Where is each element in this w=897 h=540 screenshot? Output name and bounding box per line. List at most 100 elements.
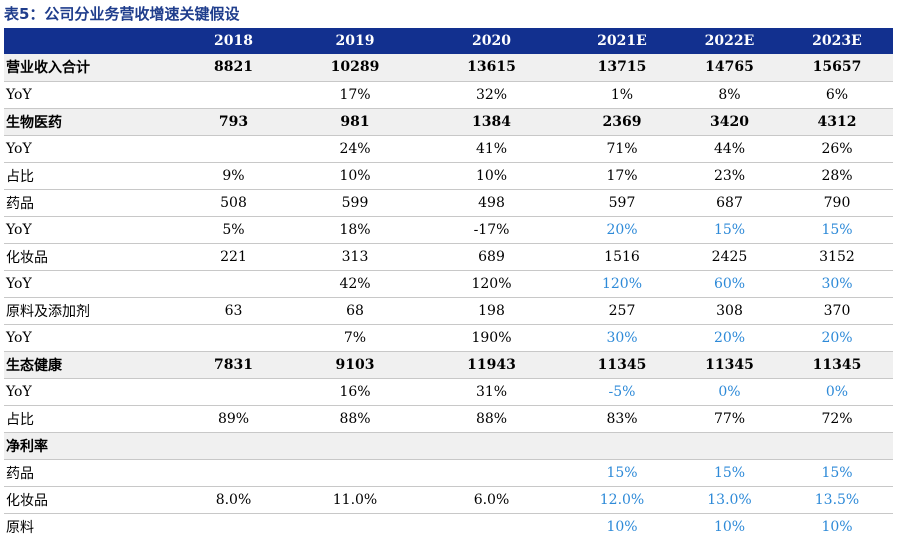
table-cell: 16% (339, 383, 371, 400)
revenue-assumptions-table: 2018 2019 2020 2021E 2022E 2023E 营业收入合计 8… (4, 28, 893, 540)
table-cell: 1516 (604, 248, 640, 265)
row-label: YoY (6, 140, 32, 157)
table-cell: 15% (713, 221, 746, 238)
table-cell: -17% (473, 221, 510, 238)
table-cell: 12.0% (599, 491, 645, 508)
table-cell: 10% (821, 518, 853, 535)
table-title: 表5：公司分业务营收增速关键假设 (4, 5, 240, 23)
table-cell: 14765 (705, 59, 754, 76)
table-cell: 3420 (710, 113, 749, 130)
table-cell: 2425 (711, 248, 748, 265)
table-cell: 9% (222, 167, 245, 184)
table-cell: 1% (610, 86, 634, 103)
table-cell: 120% (471, 275, 512, 292)
table-cell: 32% (475, 86, 508, 103)
table-row: 净利率 (4, 432, 893, 459)
table-row: 营业收入合计 8821 10289 13615 13715 14765 15657 (4, 54, 893, 81)
row-label: 占比 (6, 411, 34, 428)
table-cell: 11345 (705, 356, 754, 373)
table-cell: 13715 (597, 59, 647, 76)
table-cell: 313 (341, 248, 369, 265)
table-cell: 13615 (467, 59, 516, 76)
table-cell: 31% (475, 383, 508, 400)
table-cell: 11345 (597, 356, 647, 373)
table-cell: 0% (718, 383, 741, 400)
table-row: 生物医药 793 981 1384 2369 3420 4312 (4, 108, 893, 135)
row-label: 药品 (6, 195, 34, 212)
table-cell: 508 (220, 194, 247, 211)
table-cell: 7% (343, 329, 367, 346)
table-cell: 77% (713, 410, 746, 427)
table-row: 生态健康 7831 9103 11943 11345 11345 11345 (4, 351, 893, 378)
table-cell: 17% (606, 167, 638, 184)
row-label: 营业收入合计 (6, 60, 90, 77)
table-cell (174, 432, 293, 459)
table-cell: 687 (716, 194, 743, 211)
table-cell (174, 459, 293, 486)
table-cell: 4312 (817, 113, 857, 130)
table-cell: 8% (718, 86, 741, 103)
table-cell: 24% (339, 140, 371, 157)
table-cell: 30% (821, 275, 853, 292)
table-row: 药品 508 599 498 597 687 790 (4, 189, 893, 216)
table-cell: 689 (478, 248, 505, 265)
row-label: 占比 (6, 168, 34, 185)
table-cell: 11943 (467, 356, 516, 373)
table-cell: 257 (608, 302, 636, 319)
table-cell: 20% (606, 221, 638, 238)
row-label: YoY (6, 329, 32, 346)
table-cell: 13.0% (707, 491, 752, 508)
table-cell: 1384 (472, 113, 511, 130)
table-cell (174, 81, 293, 108)
header-cell: 2023E (812, 33, 862, 49)
table-cell: 41% (475, 140, 508, 157)
table-cell: 6% (825, 86, 849, 103)
table-cell: 68 (346, 302, 364, 319)
table-cell: 120% (601, 275, 643, 292)
table-row: YoY 17% 32% 1% 8% 6% (4, 81, 893, 108)
row-label: 化妆品 (6, 249, 48, 266)
table-cell: 10% (339, 167, 371, 184)
table-cell: 15% (821, 464, 853, 481)
header-cell: 2019 (335, 33, 375, 49)
table-cell: 30% (606, 329, 638, 346)
table-cell: 8.0% (215, 491, 252, 508)
header-cell (4, 28, 174, 54)
row-label: 生物医药 (6, 114, 62, 131)
table-cell (174, 378, 293, 405)
table-cell: -5% (608, 383, 636, 400)
table-cell: 6.0% (473, 491, 510, 508)
table-row: 药品 15% 15% 15% (4, 459, 893, 486)
table-cell (417, 459, 566, 486)
table-row: 化妆品 8.0% 11.0% 6.0% 12.0% 13.0% 13.5% (4, 486, 893, 513)
header-cell: 2022E (704, 33, 755, 49)
table-cell: 190% (471, 329, 512, 346)
row-label: YoY (6, 275, 32, 292)
table-cell (293, 513, 417, 540)
table-cell: 28% (821, 167, 853, 184)
table-cell: 15% (821, 221, 853, 238)
row-label: 药品 (6, 465, 34, 482)
table-cell: 15% (606, 464, 638, 481)
table-cell: 981 (340, 113, 370, 130)
table-cell (174, 135, 293, 162)
table-cell: 5% (222, 221, 245, 238)
table-cell: 42% (339, 275, 371, 292)
table-cell: 498 (478, 194, 505, 211)
table-cell: 20% (821, 329, 853, 346)
header-cell: 2018 (214, 33, 253, 49)
table-cell: 2369 (602, 113, 642, 130)
table-cell: 3152 (819, 248, 855, 265)
table-row: 原料及添加剂 63 68 198 257 308 370 (4, 297, 893, 324)
table-cell (678, 432, 781, 459)
table-cell (174, 513, 293, 540)
table-cell: 60% (713, 275, 746, 292)
table-cell: 11.0% (332, 491, 378, 508)
table-cell (174, 270, 293, 297)
table-cell: 308 (716, 302, 743, 319)
table-cell: 15657 (812, 59, 862, 76)
table-cell (174, 324, 293, 351)
table-cell: 370 (823, 302, 851, 319)
table-row: YoY 24% 41% 71% 44% 26% (4, 135, 893, 162)
table-row: 化妆品 221 313 689 1516 2425 3152 (4, 243, 893, 270)
